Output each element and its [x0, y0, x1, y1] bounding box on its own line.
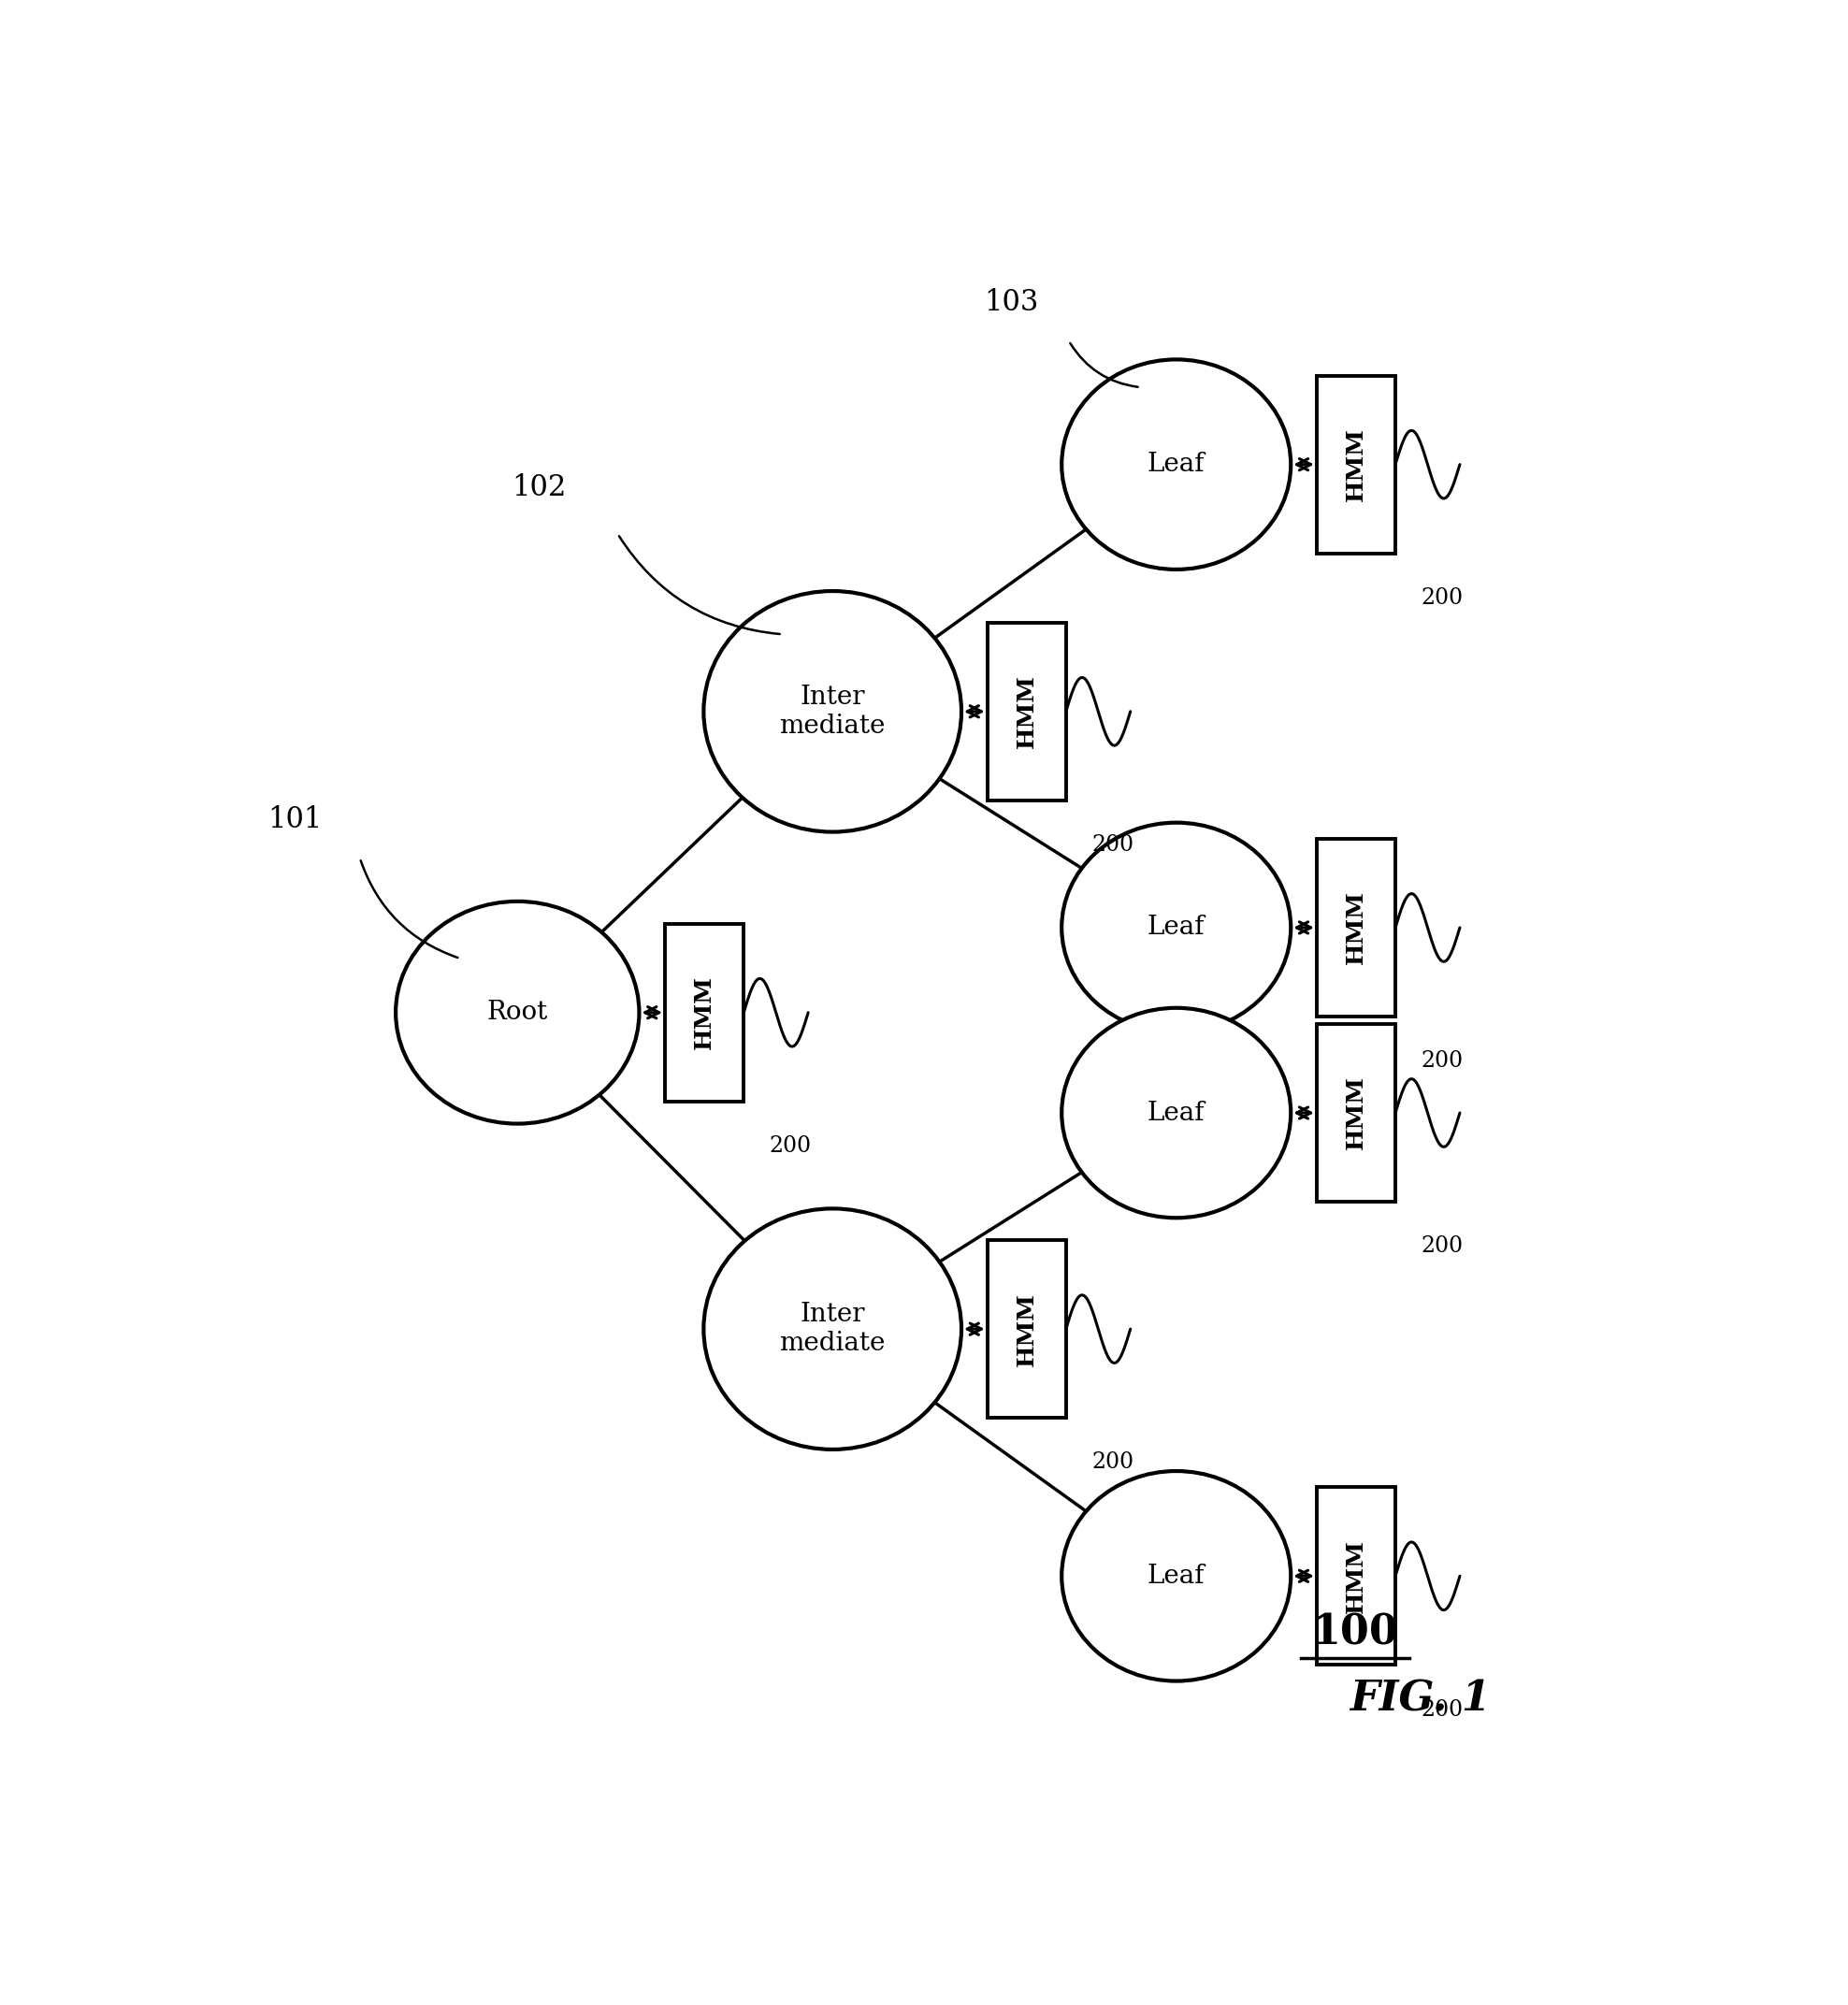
Text: 200: 200: [1092, 834, 1135, 856]
Ellipse shape: [704, 591, 961, 832]
Text: Leaf: Leaf: [1148, 1101, 1205, 1125]
Text: Leaf: Leaf: [1148, 914, 1205, 940]
Text: HMM: HMM: [693, 976, 715, 1049]
Ellipse shape: [1063, 822, 1290, 1033]
Text: Leaf: Leaf: [1148, 1564, 1205, 1588]
Text: HMM: HMM: [1345, 890, 1368, 964]
Text: HMM: HMM: [1345, 427, 1368, 501]
Ellipse shape: [704, 1209, 961, 1450]
Bar: [987, 1241, 1066, 1418]
Text: HMM: HMM: [1015, 1291, 1039, 1365]
Text: 200: 200: [1421, 587, 1464, 610]
Ellipse shape: [1063, 1009, 1290, 1217]
Bar: [1316, 838, 1395, 1017]
Text: 100: 100: [1312, 1612, 1399, 1654]
Text: 200: 200: [769, 1135, 811, 1157]
Text: 200: 200: [1421, 1698, 1464, 1720]
Bar: [665, 924, 743, 1101]
Text: Leaf: Leaf: [1148, 451, 1205, 477]
Bar: [1316, 1488, 1395, 1664]
Bar: [1316, 1025, 1395, 1201]
Text: HMM: HMM: [1345, 1077, 1368, 1149]
Bar: [1316, 375, 1395, 553]
Text: Inter
mediate: Inter mediate: [780, 684, 885, 738]
Text: 200: 200: [1421, 1235, 1464, 1257]
Text: Root: Root: [486, 1000, 549, 1025]
Text: 200: 200: [1092, 1452, 1135, 1474]
Ellipse shape: [395, 902, 639, 1123]
Text: Inter
mediate: Inter mediate: [780, 1301, 885, 1355]
Text: FIG. 1: FIG. 1: [1349, 1680, 1489, 1720]
Ellipse shape: [1063, 359, 1290, 569]
Text: 200: 200: [1421, 1051, 1464, 1073]
Text: 101: 101: [268, 806, 323, 834]
Bar: [987, 624, 1066, 800]
Ellipse shape: [1063, 1472, 1290, 1680]
Text: 102: 102: [512, 473, 565, 501]
Text: 103: 103: [985, 289, 1039, 317]
Text: HMM: HMM: [1345, 1540, 1368, 1612]
Text: HMM: HMM: [1015, 674, 1039, 748]
